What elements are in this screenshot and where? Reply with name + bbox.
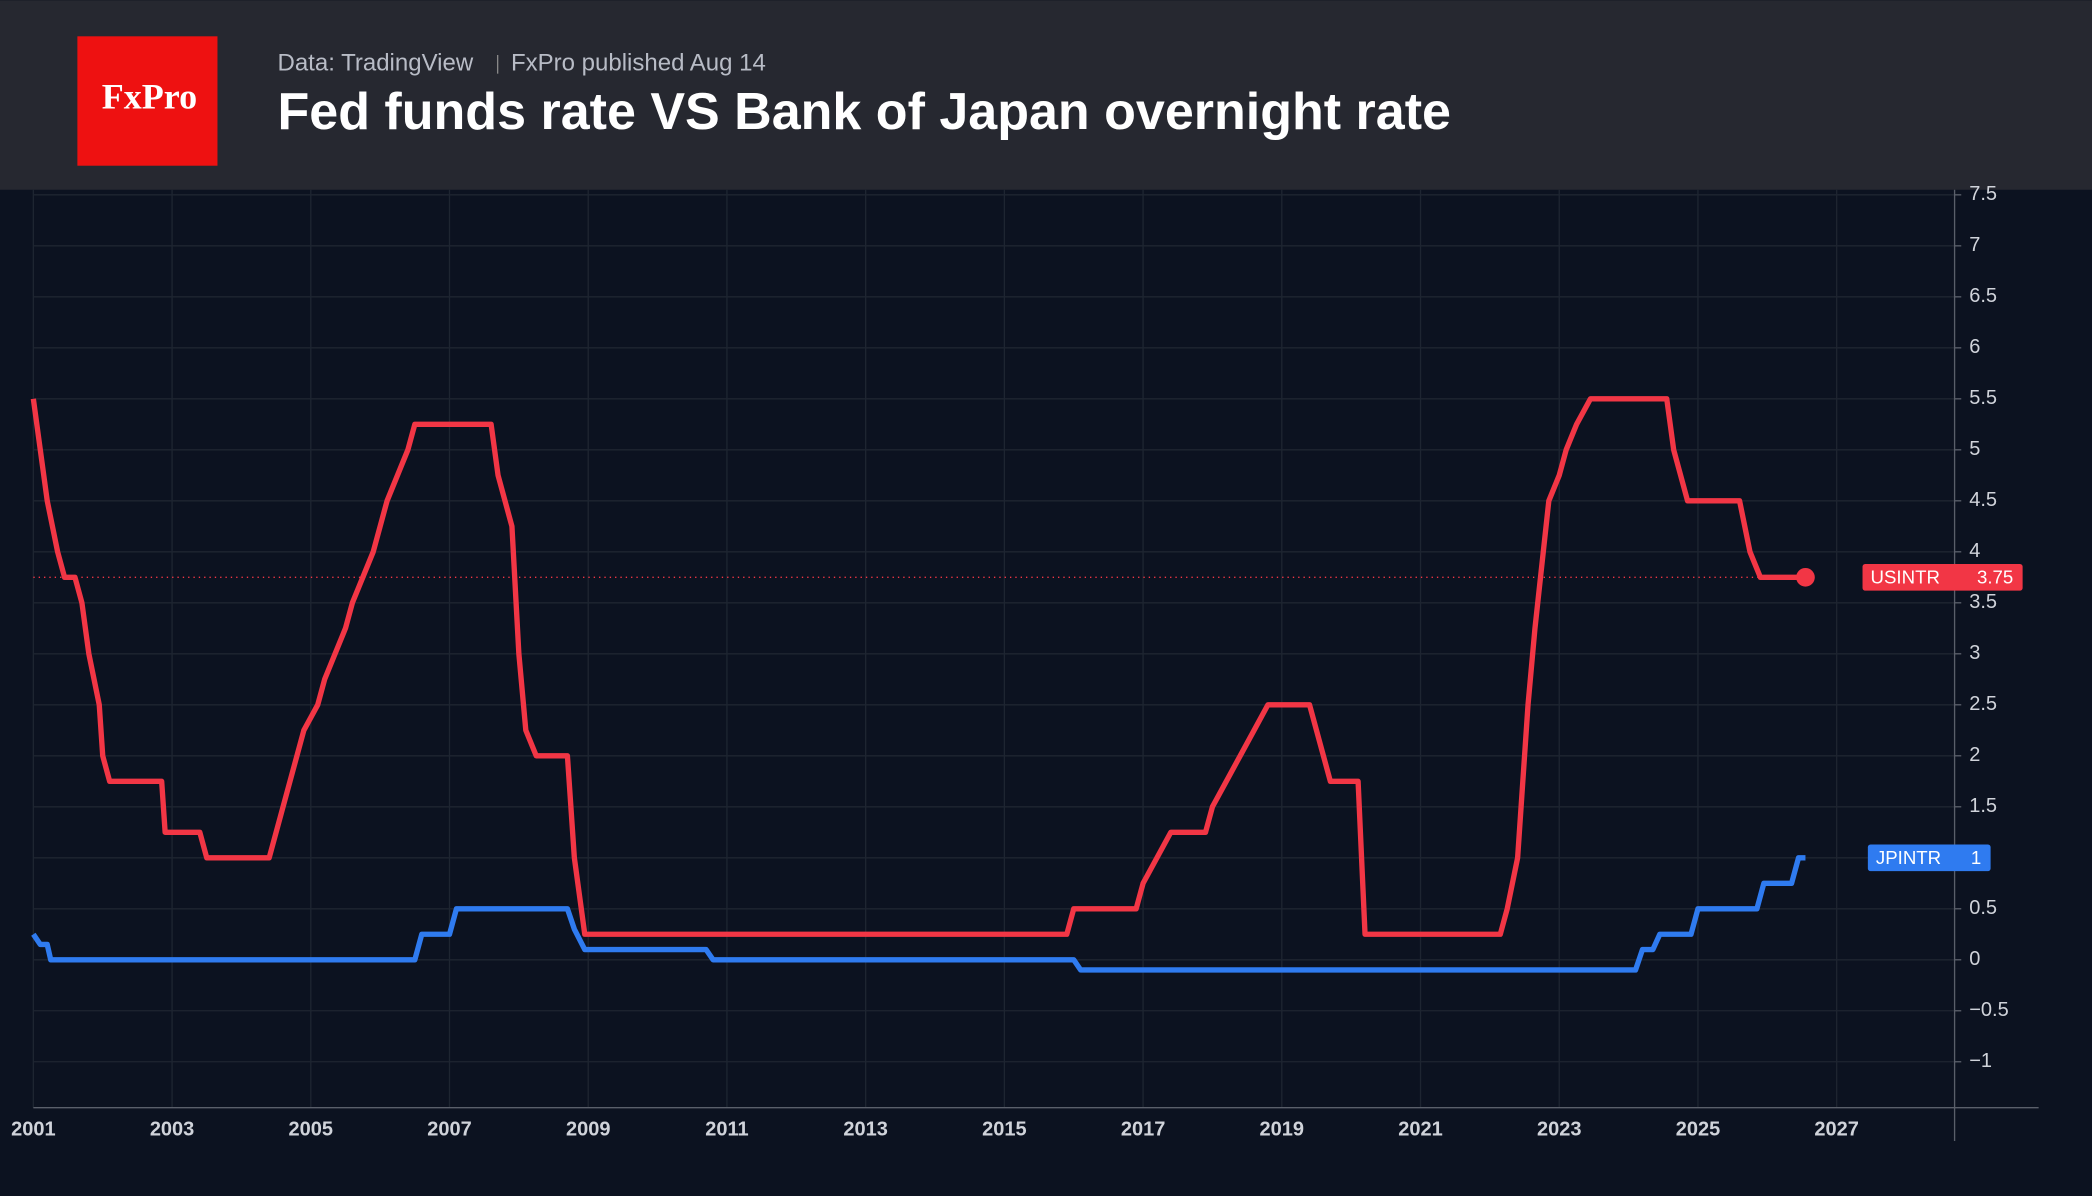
value-label: 1 bbox=[1971, 847, 1981, 868]
value-label: 3.75 bbox=[1977, 567, 2013, 588]
header-bar bbox=[0, 0, 2092, 190]
x-tick-label: 2009 bbox=[566, 1119, 611, 1141]
x-tick-label: 2027 bbox=[1814, 1119, 1859, 1141]
source: Data: TradingView bbox=[278, 50, 474, 77]
y-tick-label: 2.5 bbox=[1969, 693, 1997, 715]
series-line bbox=[31, 855, 1806, 973]
y-tick-label: 7 bbox=[1969, 234, 1980, 256]
y-tick-label: 3 bbox=[1969, 642, 1980, 664]
y-tick-label: 3.5 bbox=[1969, 591, 1997, 613]
y-tick-label: 5.5 bbox=[1969, 387, 1997, 409]
legend-entry: JPINTR bbox=[1876, 847, 1941, 868]
x-tick-label: 2003 bbox=[150, 1119, 195, 1141]
y-tick-label: −1 bbox=[1969, 1050, 1992, 1072]
plot bbox=[30, 396, 1815, 973]
y-tick-label: 6 bbox=[1969, 336, 1980, 358]
x-tick-label: 2017 bbox=[1121, 1119, 1166, 1141]
series-line bbox=[30, 396, 1806, 937]
y-tick-label: −0.5 bbox=[1969, 999, 2008, 1021]
y-tick-label: 1.5 bbox=[1969, 795, 1997, 817]
published: FxPro published Aug 14 bbox=[511, 50, 766, 77]
y-tick-label: 0.5 bbox=[1969, 897, 1997, 919]
x-tick-label: 2023 bbox=[1537, 1119, 1582, 1141]
x-tick-label: 2007 bbox=[427, 1119, 472, 1141]
x-tick-label: 2021 bbox=[1398, 1119, 1443, 1141]
legend-entry: USINTR bbox=[1871, 567, 1940, 588]
x-tick-label: 2011 bbox=[705, 1119, 748, 1141]
x-tick-label: 2015 bbox=[982, 1119, 1027, 1141]
y-tick-label: 5 bbox=[1969, 438, 1980, 460]
x-tick-label: 2019 bbox=[1260, 1119, 1304, 1141]
y-tick-label: 4.5 bbox=[1969, 489, 1997, 511]
y-tick-label: 2 bbox=[1969, 744, 1980, 766]
x-tick-label: 2005 bbox=[289, 1119, 334, 1141]
chart-title: Fed funds rate VS Bank of Japan overnigh… bbox=[278, 83, 1451, 141]
series-tag bbox=[1862, 563, 2023, 591]
y-tick-label: 6.5 bbox=[1969, 285, 1997, 307]
y-tick-label: 0 bbox=[1969, 948, 1980, 970]
x-tick-label: 2001 bbox=[11, 1119, 56, 1141]
series-tag bbox=[1867, 844, 1991, 872]
logo: FxPro bbox=[102, 77, 197, 117]
y-tick-label: 4 bbox=[1969, 540, 1980, 562]
y-tick-label: 7.5 bbox=[1969, 183, 1997, 205]
last-point bbox=[1796, 567, 1815, 587]
x-tick-label: 2013 bbox=[843, 1119, 887, 1141]
x-tick-label: 2025 bbox=[1676, 1119, 1721, 1141]
logo-box bbox=[77, 36, 218, 166]
